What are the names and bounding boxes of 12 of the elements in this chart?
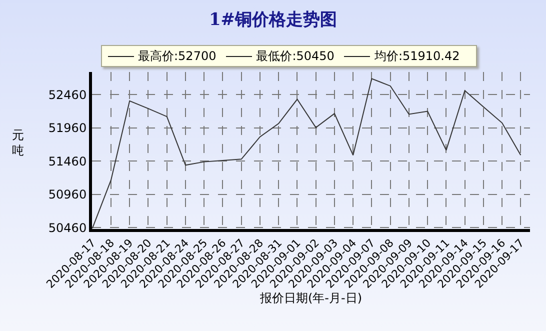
y-axis-title: 元吨 <box>12 128 24 158</box>
text: 均价:51910.42 <box>374 48 460 65</box>
text: 最低价:50450 <box>256 48 334 65</box>
text: 最高价:52700 <box>138 48 216 65</box>
y-tick-label: 50960 <box>48 188 87 202</box>
chart-title: 1#铜价格走势图 <box>208 10 338 30</box>
x-axis-title: 报价日期(年-月-日) <box>258 290 362 305</box>
line-series <box>92 78 522 229</box>
y-tick-label: 51460 <box>48 154 87 168</box>
y-tick-label: 51960 <box>48 121 87 136</box>
y-tick-label: 52460 <box>48 88 87 102</box>
y-tick-label: 50460 <box>48 220 87 235</box>
